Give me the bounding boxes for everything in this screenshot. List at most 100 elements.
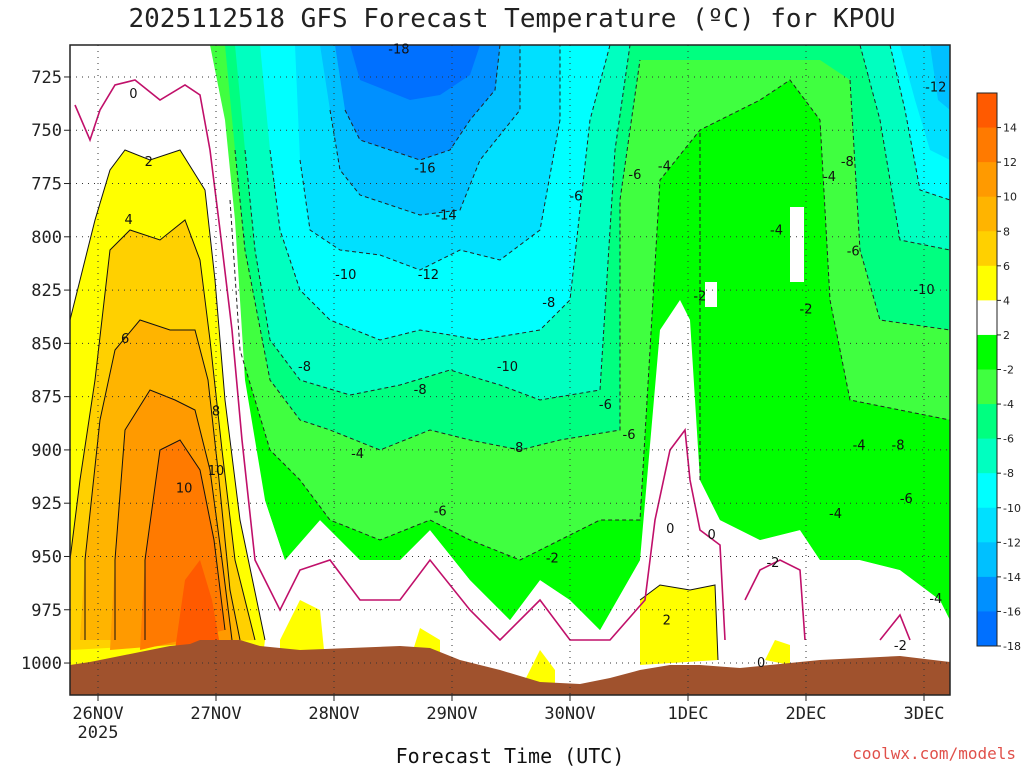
colorbar-segment xyxy=(977,93,997,129)
colorbar-segment xyxy=(977,576,997,612)
colorbar-segment xyxy=(977,231,997,267)
x-axis: 26NOV 27NOV 28NOV 29NOV 30NOV 1DEC 2DEC 3DEC 202… xyxy=(72,695,944,743)
contour-label: -8 xyxy=(542,296,555,311)
contour-label: 8 xyxy=(212,405,220,420)
contour-labels: 024681010-18-16-14-12-10-8-8-10-8-6-8-6-… xyxy=(121,42,946,671)
y-tick-label: 925 xyxy=(31,494,62,514)
y-tick-label: 875 xyxy=(31,388,62,408)
contour-label: -10 xyxy=(913,283,934,298)
plot-frame xyxy=(69,44,951,696)
contour-label: -2 xyxy=(766,556,779,571)
contour-label: -6 xyxy=(569,189,582,204)
warm-pocket-1dec xyxy=(705,282,717,307)
contour-label: -12 xyxy=(418,268,439,283)
chart-title: 2025112518 GFS Forecast Temperature (ºC)… xyxy=(128,4,896,34)
field-12-to-14 xyxy=(175,560,220,650)
contour-label: -2 xyxy=(546,552,559,567)
colorbar-label: -2 xyxy=(1003,364,1014,377)
x-tick-label: 3DEC xyxy=(904,704,945,724)
contour-label: 10 xyxy=(208,464,225,479)
contour-label: -8 xyxy=(298,360,311,375)
colorbar-segment xyxy=(977,611,997,647)
positive-contours xyxy=(70,149,719,661)
contour-label: -6 xyxy=(900,492,913,507)
colorbar-label: 2 xyxy=(1003,329,1010,342)
contour-label: 0 xyxy=(666,522,674,537)
colorbar-label: 12 xyxy=(1003,156,1017,169)
colorbar-label: 8 xyxy=(1003,225,1010,238)
x-tick-label: 27NOV xyxy=(190,704,241,724)
contour-label: 2 xyxy=(663,613,671,628)
colorbar-label: -16 xyxy=(1003,605,1021,618)
contour-label: -2 xyxy=(693,289,706,304)
contour-label: -10 xyxy=(335,268,356,283)
contour-label: -4 xyxy=(929,592,942,607)
x-tick-label: 26NOV xyxy=(72,704,123,724)
contour-label: -2 xyxy=(800,302,813,317)
colorbar: 14 12 10 8 6 4 2 -2 -4 -6 -8 -10 -12 -14 -16 -18 xyxy=(976,92,1021,653)
contour-label: -6 xyxy=(599,398,612,413)
x-tick-label: 29NOV xyxy=(426,704,477,724)
contour-label: -14 xyxy=(435,208,456,223)
colorbar-segment xyxy=(977,265,997,301)
colorbar-segment xyxy=(977,438,997,474)
contour-label: -4 xyxy=(770,223,783,238)
contour-label: -4 xyxy=(829,507,842,522)
colorbar-label: 6 xyxy=(1003,260,1010,273)
contour-label: 0 xyxy=(707,528,715,543)
contour-label: -6 xyxy=(623,428,636,443)
contour-label: -8 xyxy=(892,439,905,454)
y-tick-label: 750 xyxy=(31,121,62,141)
colorbar-segment xyxy=(977,127,997,163)
contour-label: -6 xyxy=(628,168,641,183)
contour-label: 10 xyxy=(176,481,193,496)
grid-lines xyxy=(70,45,950,695)
colorbar-label: 14 xyxy=(1003,122,1017,135)
field-below-minus18 xyxy=(350,45,480,100)
warm-pocket-2dec xyxy=(790,207,804,282)
y-tick-label: 1000 xyxy=(21,654,62,674)
contour-label: -4 xyxy=(351,447,364,462)
colorbar-segment xyxy=(977,507,997,543)
colorbar-segment xyxy=(977,196,997,232)
colorbar-segment xyxy=(977,404,997,440)
terrain-ground xyxy=(70,640,950,695)
contour-label: 6 xyxy=(121,332,129,347)
y-tick-label: 725 xyxy=(31,68,62,88)
colorbar-segment xyxy=(977,473,997,509)
field-minus2-pocket-east xyxy=(700,80,950,620)
credit-link[interactable]: coolwx.com/models xyxy=(852,744,1016,763)
colorbar-segment xyxy=(977,162,997,198)
contour-label: 2 xyxy=(145,155,153,170)
y-tick-label: 950 xyxy=(31,547,62,567)
y-tick-label: 775 xyxy=(31,175,62,195)
colorbar-label: -10 xyxy=(1003,502,1021,515)
plot-area xyxy=(70,45,950,695)
y-tick-label: 900 xyxy=(31,441,62,461)
negative-contours xyxy=(229,45,950,561)
colorbar-label: 10 xyxy=(1003,191,1017,204)
y-tick-label: 800 xyxy=(31,228,62,248)
x-tick-label: 28NOV xyxy=(308,704,359,724)
x-tick-year: 2025 xyxy=(78,723,119,743)
contour-label: -10 xyxy=(497,360,518,375)
colorbar-label: -4 xyxy=(1003,398,1014,411)
y-axis: 725 750 775 800 825 850 875 900 925 950 975 1000 xyxy=(21,68,70,674)
field-0-to-2-west xyxy=(70,45,950,695)
contour-label: -12 xyxy=(925,81,946,96)
contour-label: 0 xyxy=(757,656,765,671)
contour-label: -18 xyxy=(388,42,409,57)
colorbar-segment xyxy=(977,369,997,405)
field-minus2-between xyxy=(265,450,640,630)
colorbar-segment xyxy=(977,300,997,336)
y-tick-label: 850 xyxy=(31,334,62,354)
zero-contours xyxy=(74,79,911,642)
contour-label: 4 xyxy=(125,213,133,228)
colorbar-label: -8 xyxy=(1003,467,1014,480)
colorbar-segment xyxy=(977,334,997,370)
colorbar-label: -12 xyxy=(1003,536,1021,549)
contour-label: -6 xyxy=(434,505,447,520)
y-tick-label: 825 xyxy=(31,281,62,301)
contour-label: -4 xyxy=(853,439,866,454)
contour-label: -8 xyxy=(841,155,854,170)
